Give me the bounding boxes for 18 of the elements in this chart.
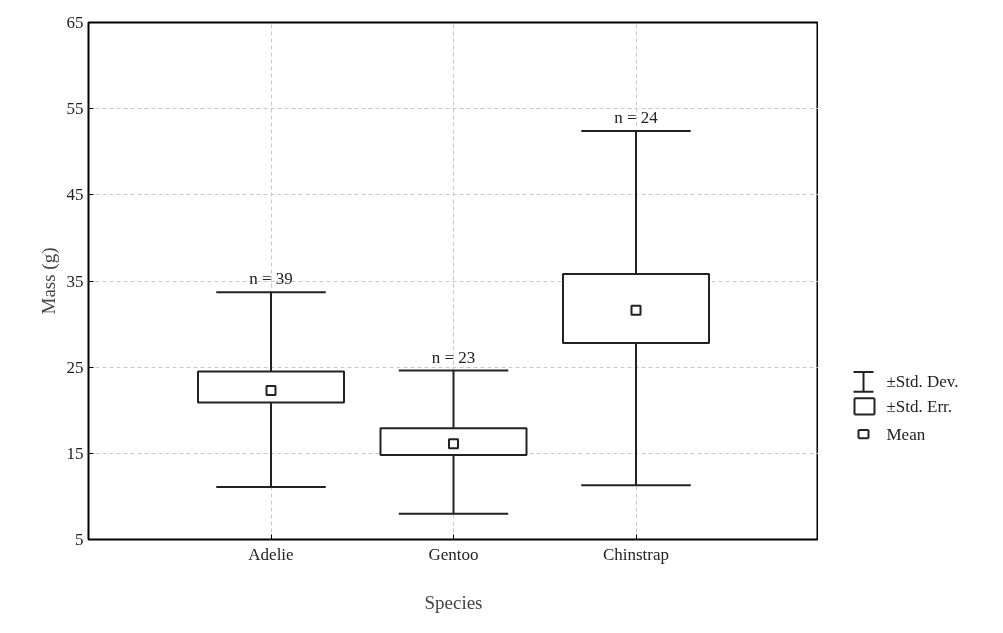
y-axis-title: Mass (g) (37, 247, 60, 315)
y-tick-label: 65 (66, 13, 84, 32)
annotation: n = 23 (431, 347, 476, 367)
y-tick-label: 25 (66, 357, 84, 377)
text: ±Std. Err. (886, 396, 953, 416)
x-tick-label: Gentoo (428, 544, 479, 564)
y-tick-label: 35 (66, 271, 84, 291)
x-tick-label: Chinstrap (602, 544, 670, 564)
text: ±Std. Dev. (886, 372, 959, 392)
annotation: n = 24 (614, 108, 659, 128)
annotation: n = 39 (249, 269, 293, 289)
text: Mean (886, 424, 926, 444)
y-tick-label: 15 (66, 443, 84, 463)
y-tick-label: 45 (66, 185, 84, 205)
x-tick-label: Adelie (248, 544, 294, 564)
y-tick-label: 55 (66, 99, 84, 119)
x-axis-title: Species (424, 591, 483, 613)
y-tick-label: 5 (75, 530, 84, 549)
